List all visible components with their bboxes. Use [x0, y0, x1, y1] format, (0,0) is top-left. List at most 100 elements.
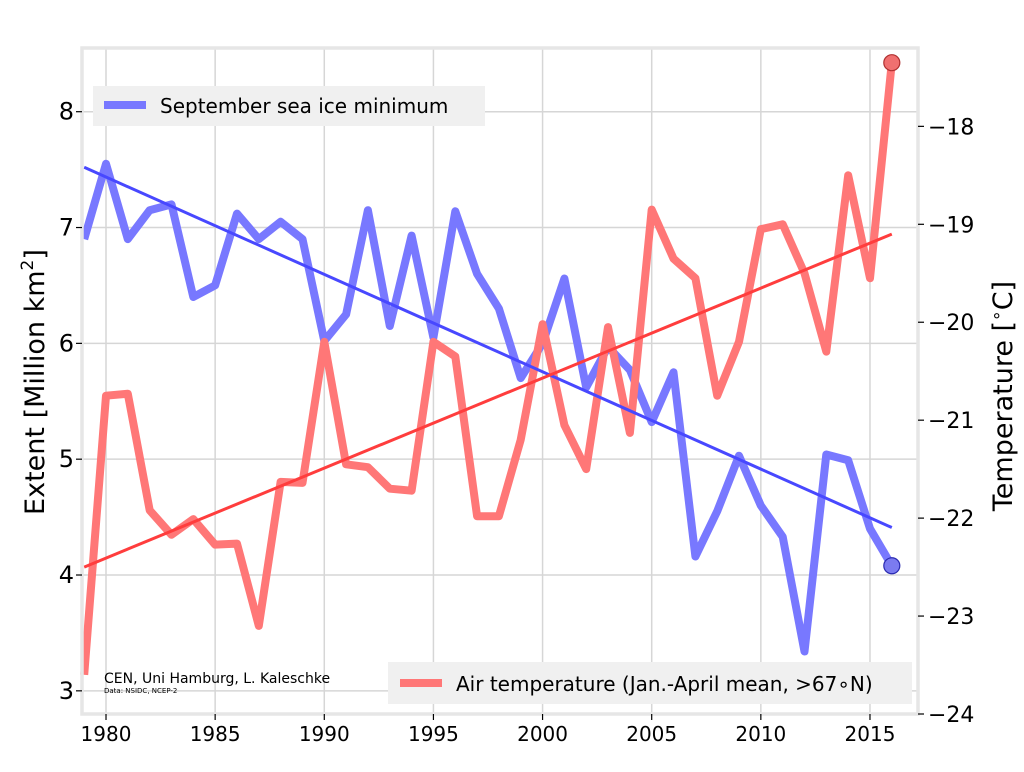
- right-tick-label-6: −18: [928, 115, 974, 140]
- air-temp-point-1987: [255, 622, 263, 630]
- air-temp-point-1989: [298, 479, 306, 487]
- sea-ice-point-2015: [866, 525, 874, 533]
- left-y-axis: 3 4 5 6 7 8: [59, 98, 82, 705]
- sea-ice-point-1984: [189, 293, 197, 301]
- x-tick-label-1985: 1985: [190, 722, 241, 746]
- sea-ice-point-1985: [211, 281, 219, 289]
- air-temp-point-1990: [320, 338, 328, 346]
- sea-ice-point-1994: [408, 232, 416, 240]
- left-axis-label-superscript: 2: [18, 260, 38, 271]
- legend-sea-ice-label: September sea ice minimum: [160, 94, 448, 118]
- left-tick-label-3: 3: [59, 677, 74, 705]
- legend-sea-ice-box: [93, 86, 485, 126]
- air-temp-point-2014: [844, 171, 852, 179]
- x-tick-label-2005: 2005: [626, 722, 677, 746]
- right-y-axis: −24 −23 −22 −21 −20 −19 −18: [918, 115, 974, 728]
- air-temp-point-2008: [713, 392, 721, 400]
- air-temp-point-2009: [735, 338, 743, 346]
- right-axis-label-degree: ∘: [987, 310, 1007, 321]
- air-temp-point-2010: [757, 225, 765, 233]
- air-temp-point-1995: [429, 338, 437, 346]
- air-temp-point-2005: [648, 206, 656, 214]
- trend-line-sea-ice: [83, 165, 893, 529]
- right-tick-label-0: −24: [928, 703, 974, 728]
- x-tick-label-2015: 2015: [845, 722, 896, 746]
- sea-ice-point-1999: [517, 374, 525, 382]
- sea-ice-point-2012: [800, 647, 808, 655]
- trend-line-air-temp: [83, 232, 893, 569]
- sea-ice-point-1988: [277, 218, 285, 226]
- air-temp-point-2003: [604, 323, 612, 331]
- sea-ice-point-2006: [670, 368, 678, 376]
- sea-ice-point-2008: [713, 507, 721, 515]
- sea-ice-point-1987: [255, 235, 263, 243]
- sea-ice-point-1992: [364, 206, 372, 214]
- sea-ice-point-2013: [822, 451, 830, 459]
- air-temp-point-1985: [211, 541, 219, 549]
- air-temp-point-2007: [691, 274, 699, 282]
- sea-ice-point-2010: [757, 502, 765, 510]
- series-line-sea-ice: [80, 159, 896, 656]
- air-temp-point-1980: [102, 392, 110, 400]
- x-tick-label-1995: 1995: [408, 722, 459, 746]
- air-temp-end-marker: [883, 54, 901, 72]
- right-tick-label-1: −23: [928, 605, 974, 630]
- air-temp-point-2002: [582, 465, 590, 473]
- right-tick-label-4: −20: [928, 311, 974, 336]
- sea-ice-point-2014: [844, 456, 852, 464]
- air-temp-point-1994: [408, 487, 416, 495]
- left-tick-label-5: 5: [59, 445, 74, 473]
- air-temp-point-1986: [233, 540, 241, 548]
- sea-ice-point-1980: [102, 160, 110, 168]
- sea-ice-point-2011: [779, 533, 787, 541]
- sea-ice-point-1997: [473, 270, 481, 278]
- x-axis: 1980 1985 1990 1995 2000 2005 2010 2015: [81, 714, 896, 746]
- air-temp-point-2001: [560, 421, 568, 429]
- sea-ice-point-1981: [124, 235, 132, 243]
- sea-ice-point-1986: [233, 210, 241, 218]
- air-temp-point-1993: [386, 485, 394, 493]
- air-temp-point-2000: [539, 320, 547, 328]
- credit-annotation: CEN, Uni Hamburg, L. Kaleschke: [104, 671, 330, 687]
- sea-ice-point-1993: [386, 322, 394, 330]
- plot-frame: [80, 46, 920, 716]
- air-temp-point-1999: [517, 436, 525, 444]
- legend-air-temp: Air temperature (Jan.-April mean, >67∘N): [388, 662, 912, 704]
- air-temp-point-1996: [451, 353, 459, 361]
- left-tick-label-4: 4: [59, 561, 74, 589]
- legend-air-temp-box: [388, 662, 912, 704]
- sea-ice-point-2001: [560, 274, 568, 282]
- grid: [82, 48, 918, 714]
- sea-ice-point-1989: [298, 235, 306, 243]
- left-tick-label-7: 7: [59, 214, 74, 242]
- sea-ice-point-1998: [495, 305, 503, 313]
- right-tick-label-3: −21: [928, 409, 974, 434]
- x-tick-label-1990: 1990: [299, 722, 350, 746]
- air-temp-point-2011: [779, 220, 787, 228]
- air-temp-point-1981: [124, 390, 132, 398]
- data-source-annotation: Data: NSIDC, NCEP-2: [104, 687, 177, 695]
- series-line-air-temp: [80, 62, 896, 676]
- left-tick-label-6: 6: [59, 329, 74, 357]
- right-tick-label-2: −22: [928, 507, 974, 532]
- x-tick-label-2000: 2000: [517, 722, 568, 746]
- air-temp-point-2015: [866, 274, 874, 282]
- legend-sea-ice: September sea ice minimum: [93, 86, 485, 126]
- air-temp-point-1982: [146, 506, 154, 514]
- air-temp-point-2013: [822, 348, 830, 356]
- right-tick-label-5: −19: [928, 213, 974, 238]
- air-temp-point-1998: [495, 512, 503, 520]
- right-axis-label: Temperature [∘C]: [987, 281, 1019, 512]
- sea-ice-point-1996: [451, 207, 459, 215]
- air-temp-point-1992: [364, 463, 372, 471]
- sea-ice-point-1991: [342, 310, 350, 318]
- plot-area: [80, 54, 901, 676]
- sea-ice-point-2007: [691, 552, 699, 560]
- x-tick-label-1980: 1980: [81, 722, 132, 746]
- left-axis-label: Extent [Million km2]: [18, 249, 51, 515]
- legend-air-temp-label: Air temperature (Jan.-April mean, >67∘N): [456, 672, 873, 696]
- x-tick-label-2010: 2010: [735, 722, 786, 746]
- sea-ice-end-marker: [883, 557, 901, 575]
